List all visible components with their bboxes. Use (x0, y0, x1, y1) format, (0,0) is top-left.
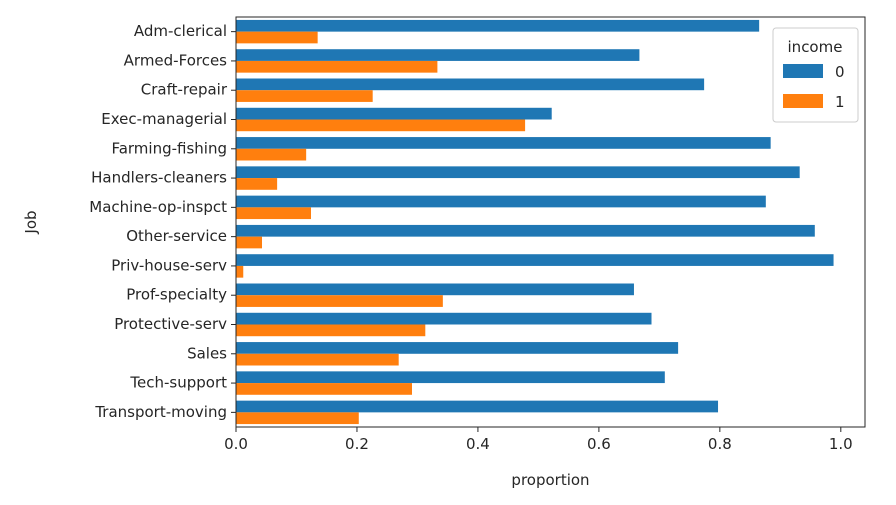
x-axis-title: proportion (511, 471, 589, 489)
bar-other-service-income-1 (236, 236, 263, 249)
bar-tech-support-income-0 (236, 371, 665, 384)
y-tick-label: Handlers-cleaners (91, 169, 227, 187)
bar-protective-serv-income-1 (236, 324, 426, 337)
bar-prof-specialty-income-0 (236, 283, 634, 296)
bar-protective-serv-income-0 (236, 312, 652, 325)
y-tick-label: Craft-repair (141, 81, 228, 99)
bar-craft-repair-income-0 (236, 78, 705, 91)
x-tick-label: 0.8 (708, 435, 732, 453)
bars-group (236, 19, 834, 425)
bar-sales-income-0 (236, 342, 679, 354)
bar-farming-fishing-income-0 (236, 137, 771, 149)
y-tick-label: Armed-Forces (124, 51, 228, 69)
x-tick-label: 0.2 (345, 435, 369, 453)
legend-title: income (788, 38, 843, 56)
bar-priv-house-serv-income-1 (236, 265, 244, 278)
bar-machine-op-inspct-income-1 (236, 207, 311, 220)
axes-frame (235, 16, 866, 428)
y-tick-label: Other-service (126, 227, 227, 245)
legend-label-0: 0 (835, 63, 845, 81)
y-tick-label: Transport-moving (94, 403, 227, 421)
legend-swatch-1 (783, 94, 823, 108)
legend-swatch-0 (783, 64, 823, 78)
bar-adm-clerical-income-0 (236, 19, 760, 32)
bar-machine-op-inspct-income-0 (236, 195, 766, 208)
y-tick-label: Farming-fishing (111, 139, 227, 157)
bar-armed-forces-income-1 (236, 60, 438, 73)
bar-armed-forces-income-0 (236, 49, 640, 61)
y-axis-title: Job (22, 210, 40, 234)
bar-farming-fishing-income-1 (236, 148, 307, 161)
bar-exec-managerial-income-0 (236, 107, 552, 120)
y-tick-label: Machine-op-inspct (89, 198, 227, 216)
bar-handlers-cleaners-income-0 (236, 166, 800, 179)
bar-exec-managerial-income-1 (236, 119, 526, 132)
legend: income 0 1 (772, 27, 859, 123)
bar-other-service-income-0 (236, 224, 815, 237)
y-tick-label: Exec-managerial (101, 110, 227, 128)
y-tick-label: Tech-support (129, 374, 227, 392)
y-tick-label: Prof-specialty (126, 286, 227, 304)
y-tick-label: Sales (187, 344, 227, 362)
bar-adm-clerical-income-1 (236, 31, 318, 44)
bar-sales-income-1 (236, 353, 399, 366)
y-tick-labels: Adm-clerical Armed-Forces Craft-repair Exec… (89, 22, 236, 421)
x-tick-label: 0.6 (587, 435, 611, 453)
x-tick-label: 0.0 (224, 435, 248, 453)
legend-label-1: 1 (835, 93, 845, 111)
bar-transport-moving-income-1 (236, 412, 359, 425)
x-tick-label: 0.4 (466, 435, 490, 453)
bar-craft-repair-income-1 (236, 90, 373, 102)
bar-priv-house-serv-income-0 (236, 254, 834, 266)
bar-handlers-cleaners-income-1 (236, 178, 278, 190)
y-tick-label: Protective-serv (114, 315, 227, 333)
x-tick-labels: 0.0 0.2 0.4 0.6 0.8 1.0 (224, 427, 853, 453)
y-tick-label: Priv-house-serv (111, 256, 227, 274)
y-tick-label: Adm-clerical (134, 22, 227, 40)
bar-prof-specialty-income-1 (236, 295, 443, 307)
bar-tech-support-income-1 (236, 383, 412, 395)
bar-transport-moving-income-0 (236, 400, 719, 413)
x-tick-label: 1.0 (829, 435, 853, 453)
